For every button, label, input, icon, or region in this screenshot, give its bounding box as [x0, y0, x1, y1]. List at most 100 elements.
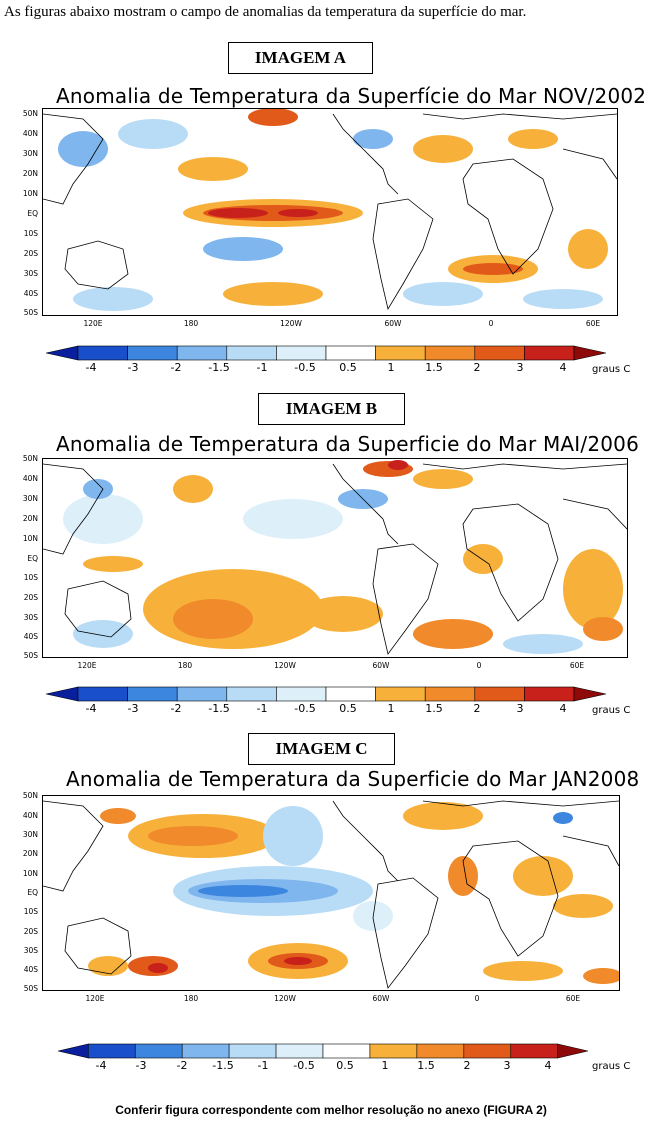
- anomaly-field-b: [63, 460, 623, 654]
- colorbar-swatch: [176, 686, 228, 702]
- colorbar-tick: 4: [544, 1059, 552, 1072]
- colorbar-tick: 2: [473, 361, 481, 374]
- colorbar-swatch: [127, 686, 178, 702]
- lon-tick: 0: [488, 319, 494, 328]
- colorbar-swatch: [369, 1043, 418, 1059]
- panel-c-label: IMAGEM C: [248, 733, 395, 765]
- colorbar-tick: -0.5: [294, 702, 316, 715]
- intro-text: As figuras abaixo mostram o campo de ano…: [4, 4, 527, 20]
- colorbar-swatch: [226, 686, 277, 702]
- colorbar-units: graus C: [592, 705, 631, 716]
- lat-tick: 10N: [22, 534, 38, 543]
- colorbar-swatch: [573, 345, 606, 361]
- lon-tick: 120E: [83, 319, 103, 328]
- lat-tick: 10N: [22, 869, 38, 878]
- lat-tick: 20S: [23, 927, 38, 936]
- colorbar-swatch: [181, 1043, 230, 1059]
- panel-a-colorbar: [46, 345, 606, 361]
- colorbar-swatch: [524, 345, 575, 361]
- lon-tick: 120E: [85, 994, 105, 1003]
- colorbar-tick: 3: [516, 702, 524, 715]
- colorbar-tick: -1.5: [212, 1059, 234, 1072]
- colorbar-swatch: [228, 1043, 277, 1059]
- panel-c-title: Anomalia de Temperatura da Superficie do…: [66, 767, 640, 791]
- colorbar-swatch: [176, 345, 228, 361]
- lat-tick: 50N: [22, 791, 38, 800]
- panel-b-label: IMAGEM B: [258, 393, 405, 425]
- colorbar-swatch: [375, 686, 426, 702]
- colorbar-tick: -1.5: [208, 361, 230, 374]
- colorbar-swatch: [573, 686, 606, 702]
- lat-tick: 40N: [22, 474, 38, 483]
- lat-tick: 20N: [22, 169, 38, 178]
- panel-a-label: IMAGEM A: [228, 42, 373, 74]
- lon-tick: 60W: [372, 661, 390, 670]
- lon-tick: 0: [476, 661, 482, 670]
- colorbar-swatch: [46, 686, 79, 702]
- anomaly-field-c: [88, 802, 619, 984]
- colorbar-swatch: [424, 686, 476, 702]
- lat-tick: 10S: [23, 907, 38, 916]
- lat-tick: EQ: [27, 888, 38, 897]
- lat-tick: 50S: [23, 984, 38, 993]
- colorbar-swatch: [88, 1043, 136, 1059]
- lat-tick: 20N: [22, 514, 38, 523]
- colorbar-swatch: [46, 345, 79, 361]
- colorbar-tick: -3: [127, 702, 139, 715]
- colorbar-swatch: [77, 345, 128, 361]
- colorbar-tick: 4: [559, 361, 567, 374]
- colorbar-tick: 1.5: [417, 1059, 435, 1072]
- lon-tick: 180: [177, 661, 193, 670]
- panel-a-map: [42, 108, 618, 316]
- lon-tick: 0: [474, 994, 480, 1003]
- colorbar-units: graus C: [592, 364, 631, 375]
- lat-tick: 50N: [22, 454, 38, 463]
- colorbar-tick: -0.5: [294, 361, 316, 374]
- colorbar-tick: -2: [170, 702, 182, 715]
- colorbar-tick: 1.5: [425, 702, 443, 715]
- footer-note: Conferir figura correspondente com melho…: [115, 1103, 547, 1117]
- lat-tick: 30N: [22, 494, 38, 503]
- colorbar-swatch: [474, 345, 525, 361]
- colorbar-swatch: [375, 345, 426, 361]
- colorbar-swatch: [226, 345, 277, 361]
- colorbar-swatch: [325, 345, 376, 361]
- lon-tick: 120E: [77, 661, 97, 670]
- colorbar-tick: -2: [176, 1059, 188, 1072]
- lat-tick: 20S: [23, 593, 38, 602]
- continent-outlines-b: [43, 463, 627, 655]
- lat-tick: 40N: [22, 129, 38, 138]
- lat-tick: 40N: [22, 811, 38, 820]
- lon-tick: 60E: [585, 319, 601, 328]
- colorbar-swatch: [474, 686, 525, 702]
- lon-tick: 180: [183, 319, 199, 328]
- colorbar-tick: 0.5: [339, 702, 357, 715]
- colorbar-tick: 0.5: [339, 361, 357, 374]
- lon-tick: 60W: [384, 319, 402, 328]
- colorbar-tick: -1: [256, 361, 268, 374]
- lat-tick: 30N: [22, 149, 38, 158]
- panel-b-title: Anomalia de Temperatura da Superficie do…: [56, 432, 640, 456]
- colorbar-tick: -1.5: [208, 702, 230, 715]
- panel-c-map: [42, 795, 620, 991]
- lat-tick: 10S: [23, 573, 38, 582]
- colorbar-swatch: [424, 345, 476, 361]
- colorbar-tick: 4: [559, 702, 567, 715]
- colorbar-tick: -4: [95, 1059, 107, 1072]
- colorbar-units: graus C: [592, 1061, 631, 1072]
- colorbar-swatch: [322, 1043, 371, 1059]
- lon-tick: 120W: [274, 994, 296, 1003]
- colorbar-swatch: [276, 345, 327, 361]
- colorbar-swatch: [77, 686, 128, 702]
- colorbar-tick: -3: [127, 361, 139, 374]
- colorbar-tick: -4: [85, 361, 97, 374]
- colorbar-swatch: [557, 1043, 588, 1059]
- lat-tick: 20N: [22, 849, 38, 858]
- colorbar-swatch: [325, 686, 376, 702]
- lon-tick: 60W: [372, 994, 390, 1003]
- colorbar-tick: -2: [170, 361, 182, 374]
- colorbar-tick: 3: [503, 1059, 511, 1072]
- lat-tick: 40S: [23, 965, 38, 974]
- colorbar-tick: 2: [463, 1059, 471, 1072]
- colorbar-tick: 1: [387, 702, 395, 715]
